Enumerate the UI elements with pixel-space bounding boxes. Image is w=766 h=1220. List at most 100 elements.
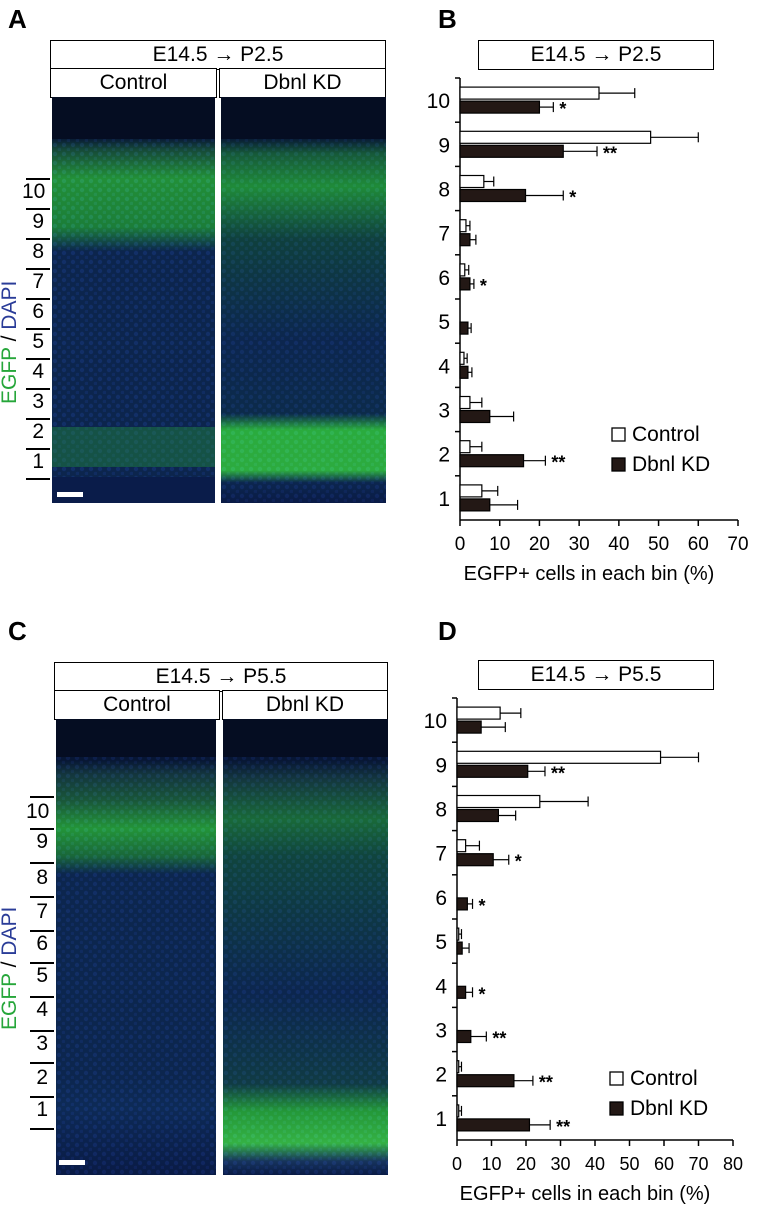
x-tick-label: 70 bbox=[688, 1154, 708, 1174]
bar-control bbox=[456, 1104, 460, 1118]
bar-dbnl-kd bbox=[456, 1074, 515, 1088]
legend-label-dbnl-kd: Dbnl KD bbox=[630, 1097, 708, 1120]
bar-control bbox=[456, 794, 541, 809]
x-tick-label: 30 bbox=[569, 534, 590, 555]
category-label: 4 bbox=[438, 355, 450, 378]
bin-label-c-9: 9 bbox=[36, 830, 48, 853]
column-label-kd-c: Dbnl KD bbox=[222, 690, 388, 720]
panel-letter-b: B bbox=[438, 4, 457, 34]
bar-control bbox=[459, 484, 483, 498]
bar-dbnl-kd bbox=[456, 941, 463, 955]
bin-tick bbox=[30, 1030, 54, 1032]
bar-dbnl-kd bbox=[459, 409, 491, 424]
bin-tick bbox=[26, 358, 50, 360]
panel-letter-c: C bbox=[8, 616, 27, 646]
bar-dbnl-kd bbox=[456, 720, 482, 734]
condition-label-d: E14.5 → P5.5 bbox=[478, 660, 714, 690]
x-tick-label: 20 bbox=[529, 534, 550, 555]
bin-tick bbox=[26, 328, 50, 330]
legend-label-control: Control bbox=[632, 423, 700, 446]
bar-control bbox=[459, 130, 652, 144]
x-tick-label: 60 bbox=[654, 1154, 674, 1174]
column-label-kd-a: Dbnl KD bbox=[219, 68, 386, 98]
stain-label-a: EGFP / DAPI bbox=[0, 281, 22, 404]
bin-tick bbox=[30, 862, 54, 864]
x-tick-label: 10 bbox=[481, 1154, 501, 1174]
bin-label-c-10: 10 bbox=[26, 800, 50, 823]
bin-tick bbox=[30, 796, 54, 798]
bin-tick bbox=[30, 996, 54, 998]
x-tick-label: 40 bbox=[585, 1154, 605, 1174]
significance-marker: ** bbox=[492, 1029, 506, 1049]
bar-dbnl-kd bbox=[456, 985, 467, 999]
panel-letter-d: D bbox=[438, 616, 457, 646]
category-label: 8 bbox=[435, 799, 447, 822]
bin-tick bbox=[26, 268, 50, 270]
bin-label-c-7: 7 bbox=[36, 900, 48, 923]
x-tick-label: 30 bbox=[550, 1154, 570, 1174]
bin-label-c-3: 3 bbox=[36, 1032, 48, 1055]
panel-letter-a: A bbox=[8, 4, 27, 34]
category-label: 5 bbox=[435, 931, 447, 954]
category-label: 10 bbox=[427, 90, 450, 113]
bar-dbnl-kd bbox=[456, 853, 494, 867]
bar-chart-p5: 0 10 20 30 40 50 60 70 80 EGFP+ cells in each bin… bbox=[424, 697, 743, 1205]
micrograph-kd-p5-image bbox=[223, 719, 388, 1175]
significance-marker: * bbox=[479, 896, 486, 916]
bin-label-a-8: 8 bbox=[32, 240, 44, 263]
x-tick-label: 60 bbox=[688, 534, 709, 555]
x-tick-label: 0 bbox=[455, 534, 466, 555]
bar-control bbox=[459, 395, 471, 410]
bin-tick bbox=[30, 896, 54, 898]
x-tick-label: 0 bbox=[452, 1154, 462, 1174]
dapi-label: DAPI bbox=[0, 280, 21, 330]
bin-label-a-5: 5 bbox=[32, 330, 44, 353]
dapi-label: DAPI bbox=[0, 906, 21, 956]
bin-label-a-6: 6 bbox=[32, 300, 44, 323]
bin-tick bbox=[26, 208, 50, 210]
condition-label-c: E14.5 → P5.5 bbox=[54, 662, 388, 692]
x-tick-label: 50 bbox=[648, 534, 669, 555]
bar-control bbox=[459, 440, 471, 454]
legend-label-dbnl-kd: Dbnl KD bbox=[632, 453, 710, 476]
egfp-label: EGFP bbox=[0, 347, 21, 404]
category-label: 5 bbox=[438, 311, 450, 334]
legend-swatch-dbnl-kd bbox=[611, 457, 626, 472]
bin-tick bbox=[26, 298, 50, 300]
stain-separator: / bbox=[0, 955, 21, 974]
bar-dbnl-kd bbox=[459, 144, 564, 158]
category-label: 2 bbox=[435, 1064, 447, 1087]
bin-label-a-1: 1 bbox=[32, 450, 44, 473]
x-tick-label: 50 bbox=[619, 1154, 639, 1174]
micrograph-control-p5-image bbox=[56, 719, 216, 1175]
micrograph-control-p5 bbox=[56, 719, 216, 1175]
significance-marker: ** bbox=[551, 763, 565, 783]
bin-tick bbox=[26, 418, 50, 420]
category-label: 2 bbox=[438, 444, 450, 467]
column-label-control-a: Control bbox=[50, 68, 217, 98]
category-label: 9 bbox=[435, 754, 447, 777]
stain-label-c: EGFP / DAPI bbox=[0, 907, 22, 1030]
bin-label-c-5: 5 bbox=[36, 964, 48, 987]
bin-label-a-10: 10 bbox=[22, 180, 46, 203]
bin-label-c-4: 4 bbox=[36, 998, 48, 1021]
bin-tick bbox=[30, 828, 54, 830]
bar-dbnl-kd bbox=[459, 233, 471, 247]
bin-tick bbox=[26, 178, 50, 180]
bar-chart-p2: 0 10 20 30 40 50 60 70 EGFP+ cells in each bin (… bbox=[427, 77, 749, 585]
significance-marker: ** bbox=[551, 453, 565, 473]
category-label: 1 bbox=[435, 1108, 447, 1131]
category-label: 3 bbox=[438, 400, 450, 423]
micrograph-kd-p5 bbox=[223, 719, 388, 1175]
bar-dbnl-kd bbox=[456, 897, 468, 911]
category-label: 4 bbox=[435, 975, 447, 998]
bar-control bbox=[459, 263, 466, 277]
category-label: 8 bbox=[438, 179, 450, 202]
category-label: 9 bbox=[438, 134, 450, 157]
bin-tick bbox=[26, 388, 50, 390]
stain-separator: / bbox=[0, 329, 21, 348]
bin-label-c-2: 2 bbox=[36, 1066, 48, 1089]
bin-label-c-1: 1 bbox=[36, 1098, 48, 1121]
bar-control bbox=[459, 219, 467, 233]
bin-tick bbox=[26, 478, 50, 480]
